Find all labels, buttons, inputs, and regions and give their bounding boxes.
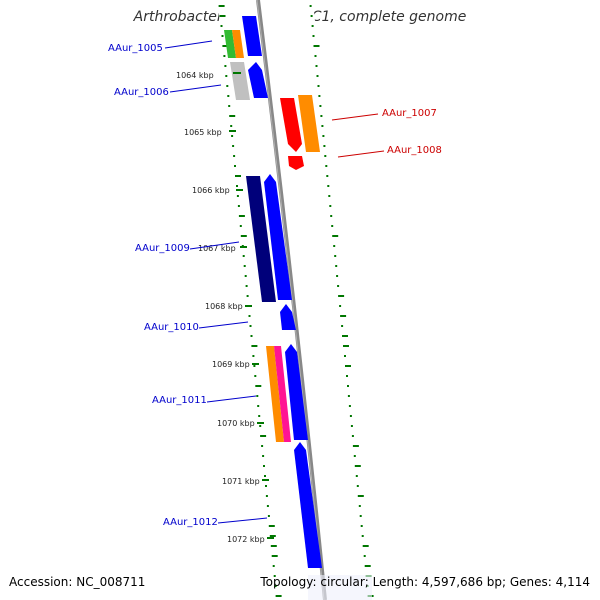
genome-backbone-highlight	[256, 0, 325, 600]
gene-feature-aaur-1007-cog[interactable]	[298, 95, 320, 152]
gene-feature-aaur-1006[interactable]	[248, 62, 268, 98]
tick-label: 1065 kbp	[184, 128, 222, 137]
gene-feature-aaur-1009-cog[interactable]	[246, 176, 276, 302]
label-leader	[189, 241, 240, 250]
label-leader	[169, 84, 222, 93]
genome-backbone	[256, 0, 327, 600]
tick-label: 1068 kbp	[205, 302, 243, 311]
gene-feature-aaur-1011-cog-pink[interactable]	[274, 346, 291, 442]
label-leader	[217, 517, 268, 524]
label-leader	[164, 40, 213, 49]
gene-label-aaur-1009[interactable]: AAur_1009	[135, 243, 190, 254]
label-leader	[206, 395, 257, 403]
gene-labels: AAur_1005 AAur_1006 AAur_1007 AAur_1008 …	[108, 40, 442, 528]
gene-label-aaur-1010[interactable]: AAur_1010	[144, 322, 199, 333]
gene-feature-cog-orange[interactable]	[232, 30, 244, 58]
gene-label-aaur-1007[interactable]: AAur_1007	[382, 108, 437, 119]
gene-feature-aaur-1009[interactable]	[264, 174, 292, 300]
gene-feature-aaur-1012[interactable]	[294, 442, 322, 568]
gene-label-aaur-1005[interactable]: AAur_1005	[108, 43, 163, 54]
gene-feature-aaur-1007[interactable]	[280, 98, 302, 152]
label-leader	[331, 113, 379, 121]
topology-text: Topology: circular; Length: 4,597,686 bp…	[260, 575, 590, 589]
gene-label-aaur-1006[interactable]: AAur_1006	[114, 87, 169, 98]
gene-label-aaur-1011[interactable]: AAur_1011	[152, 395, 207, 406]
tick-label: 1064 kbp	[176, 71, 214, 80]
gc-track-left	[218, 5, 282, 597]
gene-feature-aaur-1010[interactable]	[280, 304, 296, 330]
gene-feature-aaur-1005[interactable]	[242, 16, 262, 56]
bottom-fade	[308, 575, 372, 600]
gene-feature-aaur-1006-cog[interactable]	[230, 62, 250, 100]
label-leader	[198, 321, 249, 329]
tick-label: 1066 kbp	[192, 186, 230, 195]
gene-feature-aaur-1011[interactable]	[285, 344, 308, 440]
gene-feature-aaur-1011-cog-orange[interactable]	[266, 346, 284, 442]
gene-feature-aaur-1008[interactable]	[288, 156, 304, 170]
tick-label: 1071 kbp	[222, 477, 260, 486]
tick-label: 1069 kbp	[212, 360, 250, 369]
tick-label: 1072 kbp	[227, 535, 265, 544]
tick-label: 1070 kbp	[217, 419, 255, 428]
tick-label: 1067 kbp	[198, 244, 236, 253]
gene-label-aaur-1012[interactable]: AAur_1012	[163, 517, 218, 528]
label-leader	[337, 150, 385, 158]
kbp-ticks: 1064 kbp 1065 kbp 1066 kbp 1067 kbp 1068…	[176, 71, 274, 544]
accession-text: Accession: NC_008711	[9, 575, 146, 589]
gene-label-aaur-1008[interactable]: AAur_1008	[387, 145, 442, 156]
